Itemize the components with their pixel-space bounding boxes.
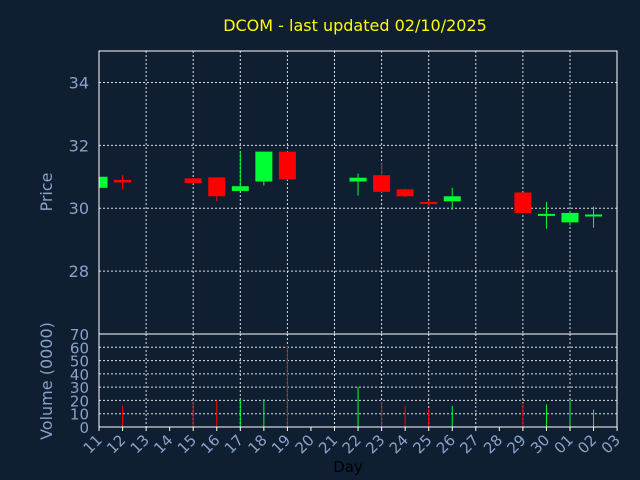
- marks-layer: [98, 151, 603, 427]
- volume-tick-label: 70: [70, 326, 89, 344]
- x-tick-label: 16: [197, 431, 223, 457]
- x-tick-label: 19: [268, 431, 294, 457]
- x-tick-label: 18: [244, 431, 270, 457]
- x-tick-label: 25: [409, 431, 435, 457]
- candle-body: [349, 177, 367, 182]
- grid-layer: [99, 51, 617, 427]
- volume-tick-label: 20: [70, 392, 89, 410]
- price-tick-label: 30: [69, 199, 89, 218]
- x-tick-label: 12: [103, 431, 129, 457]
- x-tick-label: 22: [339, 431, 365, 457]
- x-tick-label: 28: [480, 431, 506, 457]
- price-tick-label: 32: [69, 136, 89, 155]
- x-tick-label: 14: [150, 431, 176, 457]
- candle-body: [184, 178, 202, 184]
- candle-body: [561, 212, 579, 223]
- x-tick-label: 23: [362, 431, 388, 457]
- x-tick-label: 26: [433, 431, 459, 457]
- volume-axis-label: Volume (0000): [37, 322, 56, 440]
- price-tick-label: 34: [69, 73, 89, 92]
- x-tick-label: 02: [574, 431, 600, 457]
- x-tick-label: 13: [127, 431, 153, 457]
- candle-body: [585, 214, 603, 217]
- candle-body: [278, 151, 296, 180]
- x-tick-label: 30: [527, 431, 553, 457]
- candle-body: [99, 176, 108, 188]
- volume-tick-label: 40: [70, 366, 89, 384]
- x-tick-label: 03: [598, 431, 624, 457]
- candle-body: [420, 201, 438, 204]
- candle-body: [396, 189, 414, 197]
- price-axis-label: Price: [37, 172, 56, 211]
- candle-body: [231, 186, 249, 191]
- candle-body: [114, 179, 132, 183]
- candle-body: [373, 175, 391, 192]
- x-tick-label: 01: [551, 431, 577, 457]
- day-axis-label: Day: [333, 458, 363, 476]
- candle-body: [255, 151, 273, 182]
- candle-body: [537, 213, 555, 216]
- x-tick-label: 21: [315, 431, 341, 457]
- volume-tick-label: 0: [79, 419, 89, 437]
- chart-title: DCOM - last updated 02/10/2025: [223, 16, 487, 35]
- volume-tick-label: 30: [70, 379, 89, 397]
- x-tick-label: 20: [292, 431, 318, 457]
- price-tick-label: 28: [69, 262, 89, 281]
- tick-layer: 2830323401020304050607011121314151617181…: [69, 73, 624, 457]
- candle-body: [514, 192, 532, 213]
- x-tick-label: 24: [386, 431, 412, 457]
- volume-tick-label: 10: [70, 406, 89, 424]
- candle-body: [208, 177, 226, 197]
- x-tick-label: 15: [174, 431, 200, 457]
- candle-body: [443, 196, 461, 202]
- x-tick-label: 17: [221, 431, 247, 457]
- volume-tick-label: 60: [70, 339, 89, 357]
- x-tick-label: 27: [456, 431, 482, 457]
- frame-layer: [98, 50, 618, 431]
- volume-tick-label: 50: [70, 353, 89, 371]
- x-tick-label: 29: [503, 431, 529, 457]
